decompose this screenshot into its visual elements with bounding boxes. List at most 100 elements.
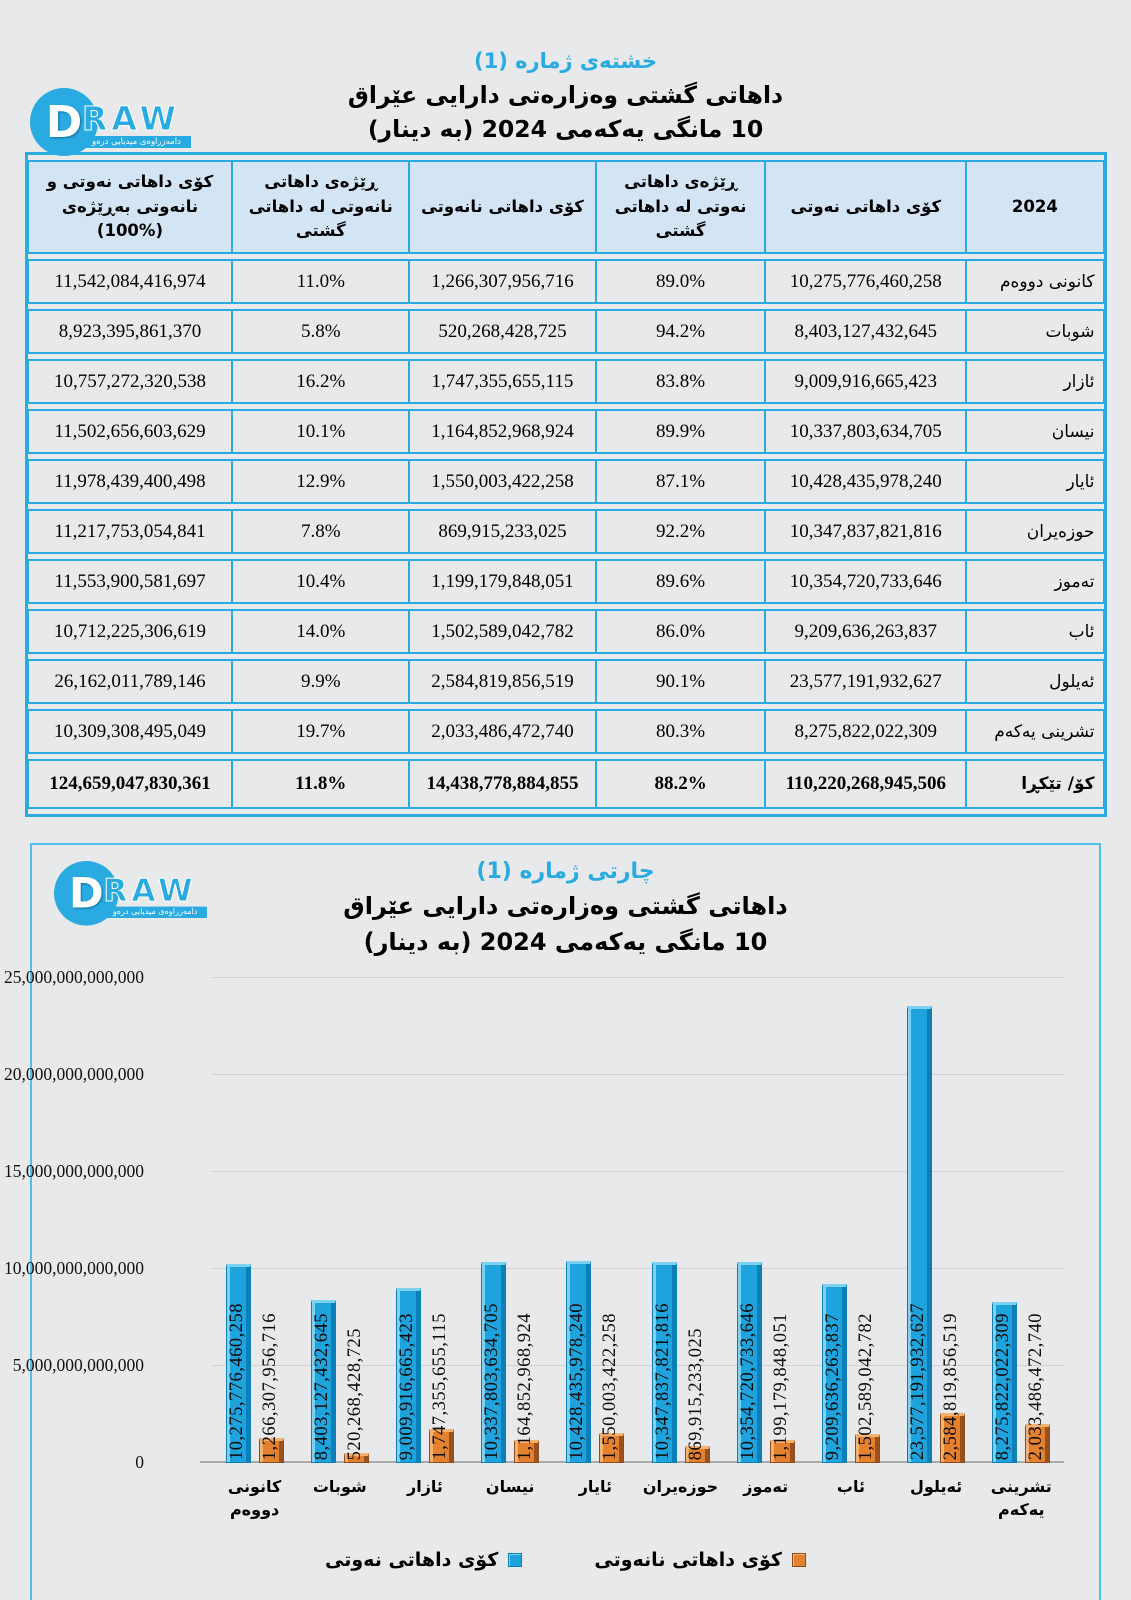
value-cell: 11.0% — [232, 259, 410, 304]
y-axis-tick: 5,000,000,000,000 — [12, 1355, 144, 1375]
draw-logo: D RAW دامەزراوەی میدیایی درەو — [30, 88, 191, 156]
value-cell: 26,162,011,789,146 — [27, 659, 233, 704]
report-header: D RAW دامەزراوەی میدیایی درەو خشتەی ژمار… — [0, 0, 1131, 156]
month-cell: حوزەیران — [966, 509, 1104, 554]
table-row: ئاب 9,209,636,263,837 86.0% 1,502,589,042,7… — [27, 609, 1104, 654]
value-cell: 11,502,656,603,629 — [27, 409, 233, 454]
table-row: حوزەیران 10,347,837,821,816 92.2% 869,915,2… — [27, 509, 1104, 554]
month-cell: کانونی دووەم — [966, 259, 1104, 304]
value-cell: 7.8% — [232, 509, 410, 554]
value-cell: 2,033,486,472,740 — [409, 709, 596, 754]
bar-group: 9,009,916,665,423 1,747,355,655,115 — [382, 978, 467, 1463]
bar-group: 10,337,803,634,705 1,164,852,968,924 — [468, 978, 553, 1463]
value-cell: 10,337,803,634,705 — [765, 409, 967, 454]
bar-value-label: 9,009,916,665,423 — [396, 1312, 417, 1460]
bar-group: 10,428,435,978,240 1,550,003,422,258 — [553, 978, 638, 1463]
value-cell: 10,275,776,460,258 — [765, 259, 967, 304]
nonoil-revenue-bar — [940, 1413, 966, 1463]
value-cell: 10.1% — [232, 409, 410, 454]
y-axis-tick: 15,000,000,000,000 — [4, 1161, 144, 1181]
table-subtitle-2: 10 مانگی یەکەمی 2024 (بە دینار) — [367, 114, 764, 143]
bar-value-label: 8,275,822,022,309 — [993, 1312, 1014, 1460]
value-cell: 8,923,395,861,370 — [27, 309, 233, 354]
nonoil-revenue-bar — [684, 1446, 710, 1463]
x-axis-label: ئایار — [578, 1477, 612, 1496]
draw-logo-word: RAW — [103, 871, 197, 909]
draw-logo-d-icon: D — [30, 88, 98, 156]
chart-title-tag: چارتی ژماره (1) — [476, 859, 655, 884]
bar-group: 10,275,776,460,258 1,266,307,956,716 — [212, 978, 297, 1463]
table-row: ئایار 10,428,435,978,240 87.1% 1,550,003,42… — [27, 459, 1104, 504]
draw-logo-tagline: دامەزراوەی میدیایی درەو — [103, 906, 207, 918]
y-axis-tick: 0 — [135, 1452, 144, 1472]
nonoil-revenue-bar — [769, 1440, 795, 1463]
oil-revenue-bar — [310, 1300, 336, 1463]
value-cell: 14.0% — [232, 609, 410, 654]
value-cell: 8,403,127,432,645 — [765, 309, 967, 354]
value-cell: 9,009,916,665,423 — [765, 359, 967, 404]
month-cell: شوبات — [966, 309, 1104, 354]
value-cell: 869,915,233,025 — [409, 509, 596, 554]
value-cell: 2,584,819,856,519 — [409, 659, 596, 704]
gridline — [212, 1171, 1064, 1172]
value-cell: 10.4% — [232, 559, 410, 604]
bar-value-label: 10,428,435,978,240 — [567, 1303, 588, 1460]
x-axis-label: شوبات — [312, 1477, 367, 1496]
value-cell: 520,268,428,725 — [409, 309, 596, 354]
bar-value-label: 10,337,803,634,705 — [482, 1303, 503, 1460]
column-header-nonoil-total: کۆی داهاتی نانەوتی — [409, 160, 596, 254]
value-cell: 11,542,084,416,974 — [27, 259, 233, 304]
table-titles: خشتەی ژماره (1) داهاتی گشتی وەزارەتی دار… — [0, 46, 1131, 146]
bar-group: 10,354,720,733,646 1,199,179,848,051 — [723, 978, 808, 1463]
x-axis-label: ئاب — [836, 1477, 865, 1496]
nonoil-revenue-bar — [514, 1440, 540, 1463]
bar-value-label: 10,354,720,733,646 — [737, 1303, 758, 1460]
oil-revenue-bar — [821, 1284, 847, 1463]
value-cell: 10,309,308,495,049 — [27, 709, 233, 754]
value-cell: 88.2% — [595, 759, 766, 809]
value-cell: 110,220,268,945,506 — [765, 759, 967, 809]
value-cell: 1,266,307,956,716 — [409, 259, 596, 304]
bar-value-label: 1,164,852,968,924 — [515, 1312, 536, 1460]
oil-revenue-bar — [992, 1302, 1018, 1463]
bar-value-label: 8,403,127,432,645 — [311, 1312, 332, 1460]
value-cell: 14,438,778,884,855 — [409, 759, 596, 809]
value-cell: 1,502,589,042,782 — [409, 609, 596, 654]
value-cell: 9,209,636,263,837 — [765, 609, 967, 654]
table-row: تشرینی یەکەم 8,275,822,022,309 80.3% 2,033,… — [27, 709, 1104, 754]
legend: کۆی داهاتی نەوتی کۆی داهاتی نانەوتی — [32, 1549, 1099, 1571]
value-cell: 86.0% — [595, 609, 766, 654]
bar-group: 23,577,191,932,627 2,584,819,856,519 — [894, 978, 979, 1463]
value-cell: 8,275,822,022,309 — [765, 709, 967, 754]
column-header-nonoil-ratio: ڕێژەی داهاتی نانەوتی لە داهاتی گشتی — [232, 160, 410, 254]
oil-revenue-bar — [481, 1262, 507, 1463]
bar-value-label: 10,275,776,460,258 — [226, 1303, 247, 1460]
table-row: ئەیلول 23,577,191,932,627 90.1% 2,584,819,8… — [27, 659, 1104, 704]
value-cell: 90.1% — [595, 659, 766, 704]
value-cell: 11,553,900,581,697 — [27, 559, 233, 604]
legend-label: کۆی داهاتی نەوتی — [325, 1549, 499, 1571]
oil-revenue-bar — [651, 1262, 677, 1463]
month-cell: ئاب — [966, 609, 1104, 654]
draw-logo-word: RAW — [82, 99, 180, 138]
x-axis-line — [200, 1461, 1064, 1463]
oil-revenue-bar — [566, 1261, 592, 1463]
oil-legend-swatch-icon — [508, 1553, 523, 1567]
value-cell: 80.3% — [595, 709, 766, 754]
x-axis-label: حوزەیران — [642, 1477, 719, 1496]
gridline — [212, 1074, 1064, 1075]
bar-value-label: 1,199,179,848,051 — [770, 1312, 791, 1460]
legend-item: کۆی داهاتی نانەوتی — [594, 1549, 806, 1571]
bar-value-label: 10,347,837,821,816 — [652, 1303, 673, 1460]
bar-value-label: 23,577,191,932,627 — [908, 1303, 929, 1460]
x-axis: کانونی دووەم شوبات ئازار نیسان ئایار حوزەیران… — [212, 1475, 1064, 1521]
value-cell: 10,757,272,320,538 — [27, 359, 233, 404]
bar-value-label: 520,268,428,725 — [344, 1327, 365, 1460]
value-cell: 1,747,355,655,115 — [409, 359, 596, 404]
month-cell: ئەیلول — [966, 659, 1104, 704]
value-cell: 94.2% — [595, 309, 766, 354]
nonoil-revenue-bar — [599, 1433, 625, 1463]
month-cell: کۆ/ تێکڕا — [966, 759, 1104, 809]
value-cell: 19.7% — [232, 709, 410, 754]
nonoil-revenue-bar — [854, 1434, 880, 1463]
